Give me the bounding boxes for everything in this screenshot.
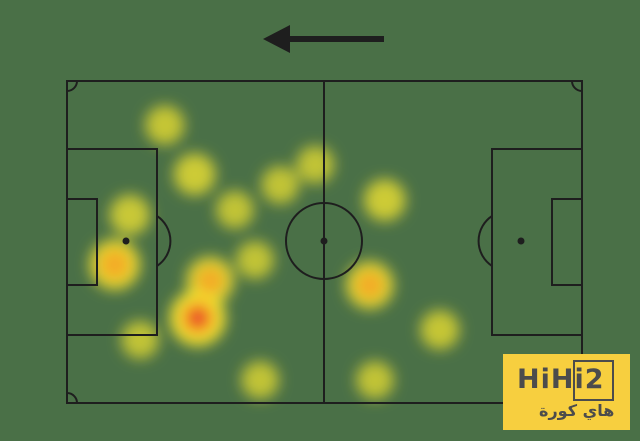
- left-penalty-arc: [156, 215, 172, 267]
- left-penalty-spot: [122, 237, 130, 245]
- center-circle: [285, 202, 363, 280]
- heat-point: [173, 153, 216, 196]
- watermark-logo: HiHi2 هاي كورة: [503, 354, 630, 430]
- heat-layer: [89, 105, 460, 400]
- heat-point: [241, 361, 280, 400]
- heat-point: [236, 241, 274, 279]
- heat-point: [121, 320, 160, 359]
- logo-main-text: HiHi2: [517, 364, 605, 395]
- right-penalty-box: [491, 148, 583, 336]
- left-goal-area: [66, 198, 98, 286]
- right-goal-area: [551, 198, 583, 286]
- heat-point-mid: [195, 266, 225, 296]
- right-penalty-arc: [477, 215, 493, 267]
- center-spot: [320, 237, 328, 245]
- logo-sub-text: هاي كورة: [539, 401, 615, 420]
- heat-point: [363, 179, 406, 222]
- heat-point: [109, 194, 151, 236]
- heat-point-mid: [99, 248, 131, 281]
- heat-point: [261, 166, 300, 204]
- right-penalty-spot: [517, 237, 525, 245]
- heat-point: [215, 190, 254, 229]
- heat-point: [356, 361, 394, 400]
- attack-direction-arrow-icon: [263, 25, 384, 53]
- logo-frame: [573, 360, 614, 401]
- heat-point: [420, 310, 460, 350]
- heat-point: [145, 105, 185, 145]
- heat-point: [296, 145, 335, 184]
- heat-point-mid: [355, 270, 385, 300]
- heat-point-peak: [187, 307, 208, 328]
